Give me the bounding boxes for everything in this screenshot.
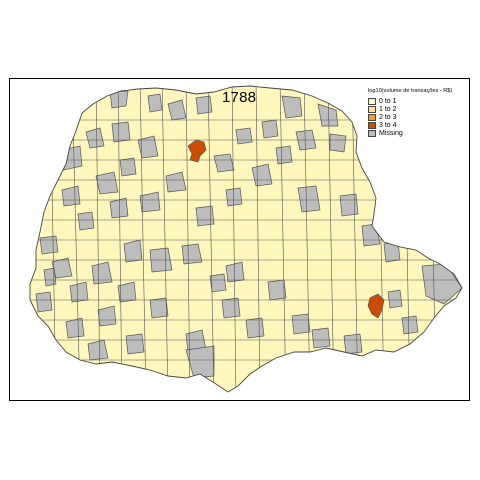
legend-swatch	[368, 121, 376, 129]
legend-title: log10(volume de transações - R$)	[368, 88, 453, 94]
legend-item-2-to-3: 2 to 3	[368, 113, 468, 121]
legend-label: Missing	[379, 129, 403, 137]
municipality-high-north	[187, 139, 207, 163]
legend-label: 0 to 1	[379, 97, 397, 105]
legend-label: 1 to 2	[379, 105, 397, 113]
map-title: 1788	[222, 89, 257, 106]
legend-item-0-to-1: 0 to 1	[368, 97, 468, 105]
municipality-high-east	[367, 293, 385, 319]
legend-label: 2 to 3	[379, 113, 397, 121]
legend-swatch	[368, 105, 376, 113]
high-value-municipalities	[187, 139, 385, 319]
legend-swatch	[368, 113, 376, 121]
legend-swatch	[368, 97, 376, 105]
legend-swatch	[368, 129, 376, 137]
legend-item-missing: Missing	[368, 129, 468, 137]
map-legend: log10(volume de transações - R$) 0 to 1 …	[368, 88, 468, 137]
plot-frame	[9, 78, 470, 401]
municipality-layer	[30, 86, 462, 392]
legend-item-1-to-2: 1 to 2	[368, 105, 468, 113]
legend-item-3-to-4: 3 to 4	[368, 121, 468, 129]
missing-municipalities	[35, 90, 462, 379]
legend-label: 3 to 4	[379, 121, 397, 129]
